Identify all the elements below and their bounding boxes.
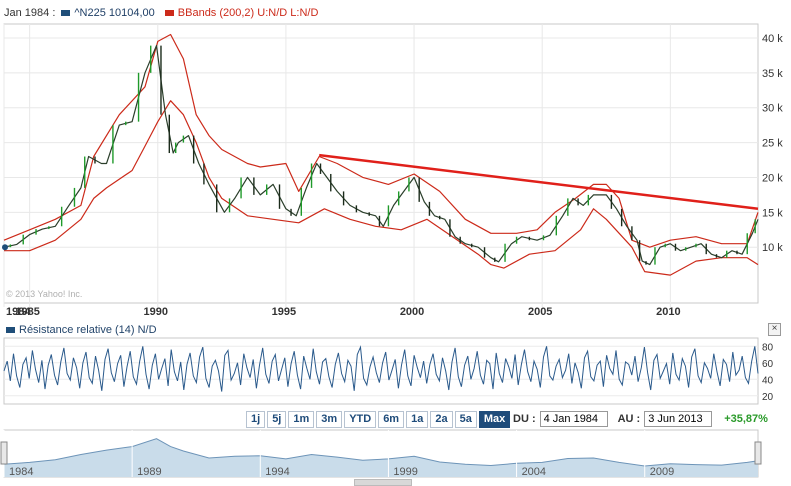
date-range: DU : AU : +35,87% xyxy=(513,411,768,427)
x-tick-label: 1995 xyxy=(272,306,296,318)
navigator-tick-label: 2009 xyxy=(650,466,674,478)
range-button-max[interactable]: Max xyxy=(478,411,511,428)
range-button-1j[interactable]: 1j xyxy=(246,411,266,428)
x-tick-label: 2005 xyxy=(528,306,552,318)
range-selector: 1j 5j 1m 3m YTD 6m 1a 2a 5a Max xyxy=(246,411,511,428)
range-button-3m[interactable]: 3m xyxy=(316,411,343,428)
price-series-line xyxy=(3,45,759,266)
rsi-swatch-icon xyxy=(6,327,15,333)
y-tick-label: 25 k xyxy=(762,138,783,150)
x-tick-label: 2010 xyxy=(656,306,680,318)
series-swatch-icon xyxy=(61,10,71,16)
navigator-handle-left xyxy=(0,441,8,465)
rsi-tick-label: 20 xyxy=(762,392,774,403)
navigator-line xyxy=(3,438,759,467)
bband-upper-line xyxy=(3,33,759,248)
rsi-series-line xyxy=(3,345,759,392)
legend-indicator: BBands (200,2) U:N/D L:N/D xyxy=(177,7,319,19)
y-tick-label: 10 k xyxy=(762,242,783,254)
range-button-5j[interactable]: 5j xyxy=(267,411,287,428)
x-tick-label: 1990 xyxy=(144,306,168,318)
x-tick-label: 2000 xyxy=(400,306,424,318)
y-tick-label: 15 k xyxy=(762,207,783,219)
range-button-ytd[interactable]: YTD xyxy=(344,411,377,428)
copyright-watermark: © 2013 Yahoo! Inc. xyxy=(6,289,83,299)
legend-date: Jan 1984 : xyxy=(4,7,56,19)
range-button-1m[interactable]: 1m xyxy=(288,411,315,428)
navigator-tick-label: 1994 xyxy=(265,466,289,478)
rsi-layer: 80 60 40 20 xyxy=(3,337,774,405)
navigator-handle-right xyxy=(754,441,762,465)
series-start-marker xyxy=(2,244,8,251)
y-tick-label: 20 k xyxy=(762,172,783,184)
x-tick-label: 1985 xyxy=(15,306,39,318)
navigator-layer: 1984 1989 1994 1999 2004 2009 xyxy=(0,429,762,478)
navigator-tick-label: 1984 xyxy=(9,466,33,478)
y-tick-label: 35 k xyxy=(762,68,783,80)
main-grid xyxy=(3,23,759,307)
chart-legend: Jan 1984 : ^N225 10104,00 BBands (200,2)… xyxy=(4,5,318,21)
navigator-tick-label: 1989 xyxy=(137,466,161,478)
y-tick-label: 40 k xyxy=(762,33,783,45)
main-series xyxy=(2,33,759,276)
x-tick-label: 1984 xyxy=(6,306,31,318)
range-button-1a[interactable]: 1a xyxy=(406,411,429,428)
to-label: AU : xyxy=(617,413,641,425)
indicator-swatch-icon xyxy=(164,10,174,16)
range-button-2a[interactable]: 2a xyxy=(430,411,453,428)
navigator-tick-label: 1999 xyxy=(393,466,417,478)
navigator-tick-label: 2004 xyxy=(522,466,546,478)
range-button-5a[interactable]: 5a xyxy=(454,411,477,428)
rsi-tick-label: 60 xyxy=(762,359,774,370)
from-date-input[interactable] xyxy=(539,411,608,427)
to-date-input[interactable] xyxy=(644,411,713,427)
from-label: DU : xyxy=(513,413,536,425)
legend-series: ^N225 10104,00 xyxy=(74,7,155,19)
close-rsi-button[interactable]: × xyxy=(768,323,781,336)
rsi-tick-label: 80 xyxy=(762,342,774,353)
bband-lower-line xyxy=(4,100,759,276)
y-tick-label: 30 k xyxy=(762,103,783,115)
trend-line xyxy=(319,153,759,211)
rsi-panel-title: Résistance relative (14) N/D xyxy=(6,324,157,336)
rsi-tick-label: 40 xyxy=(762,375,774,386)
range-button-6m[interactable]: 6m xyxy=(378,411,405,428)
navigator-area xyxy=(4,438,758,477)
rsi-title-text: Résistance relative (14) N/D xyxy=(19,324,157,336)
change-percent: +35,87% xyxy=(724,413,768,425)
